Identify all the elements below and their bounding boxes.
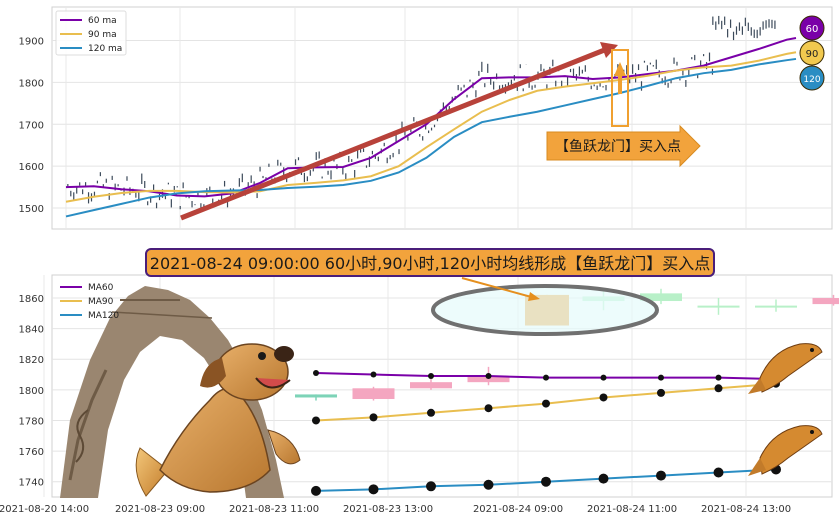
- title-banner: 2021-08-24 09:00:00 60小时,90小时,120小时均线形成【…: [146, 249, 714, 276]
- legend-ma60: MA60: [88, 283, 114, 293]
- top-legend: 60 ma 90 ma 120 ma: [56, 11, 126, 55]
- badge-90: 90: [806, 49, 819, 60]
- bottom-series-point: [657, 389, 665, 397]
- top-chart: 1500 1600 1700 1800 1900 【鱼跃龙门】买入点 60 90 120: [19, 7, 832, 229]
- bottom-series-point: [543, 375, 549, 381]
- bottom-ytick-label: 1780: [19, 416, 44, 427]
- bottom-series-point: [427, 409, 435, 417]
- bottom-ytick-label: 1800: [19, 386, 44, 397]
- bottom-series-point: [542, 400, 550, 408]
- bottom-xtick-label: 2021-08-20 14:00: [0, 504, 89, 515]
- top-ytick-label: 1900: [19, 37, 44, 48]
- bottom-candle: [813, 298, 839, 304]
- top-ytick-label: 1800: [19, 78, 44, 89]
- highlight-ellipse: [433, 286, 657, 334]
- bottom-series-point: [656, 471, 666, 481]
- bottom-series-point: [715, 384, 723, 392]
- bottom-series-point: [311, 486, 321, 496]
- bottom-candle: [698, 306, 740, 308]
- legend-60ma: 60 ma: [88, 16, 117, 26]
- bottom-ytick-label: 1740: [19, 478, 44, 489]
- bottom-series-point: [426, 481, 436, 491]
- signal-label-text: 【鱼跃龙门】买入点: [555, 138, 681, 155]
- bottom-candle: [410, 382, 452, 388]
- bottom-xtick-label: 2021-08-24 09:00: [473, 504, 563, 515]
- bottom-candle: [295, 394, 337, 397]
- bottom-series-point: [714, 468, 724, 478]
- bottom-xtick-label: 2021-08-23 11:00: [229, 504, 319, 515]
- bottom-xtick-label: 2021-08-23 09:00: [115, 504, 205, 515]
- bottom-series-point: [601, 375, 607, 381]
- badge-60: 60: [806, 24, 819, 35]
- top-ytick-label: 1500: [19, 204, 44, 215]
- bottom-series-point: [716, 375, 722, 381]
- legend-120ma: 120 ma: [88, 44, 122, 54]
- bottom-ytick-label: 1760: [19, 447, 44, 458]
- legend-ma90: MA90: [88, 297, 114, 307]
- bottom-ytick-label: 1840: [19, 325, 44, 336]
- bottom-series-point: [369, 484, 379, 494]
- badge-120: 120: [803, 75, 820, 85]
- bottom-xtick-label: 2021-08-24 13:00: [701, 504, 791, 515]
- bottom-series-point: [312, 416, 320, 424]
- chart-title: 2021-08-24 09:00:00 60小时,90小时,120小时均线形成【…: [150, 254, 710, 273]
- legend-90ma: 90 ma: [88, 30, 117, 40]
- bottom-xtick-label: 2021-08-23 13:00: [343, 504, 433, 515]
- top-ytick-label: 1700: [19, 120, 44, 131]
- bottom-series-point: [371, 372, 377, 378]
- bottom-xtick-label: 2021-08-24 11:00: [587, 504, 677, 515]
- signal-label: 【鱼跃龙门】买入点: [547, 126, 700, 166]
- bottom-series-point: [658, 375, 664, 381]
- bottom-series-point: [484, 480, 494, 490]
- ma-badges: 60 90 120: [800, 16, 824, 90]
- bottom-series-point: [428, 373, 434, 379]
- bottom-series-point: [486, 373, 492, 379]
- bottom-candle: [755, 306, 797, 308]
- top-ytick-label: 1600: [19, 162, 44, 173]
- bottom-series-point: [599, 474, 609, 484]
- bottom-chart: 1740 1760 1780 1800 1820 1840 1860 2021-08-20 …: [0, 275, 839, 515]
- bottom-candle: [353, 388, 395, 399]
- bottom-series-point: [370, 413, 378, 421]
- bottom-series-point: [541, 477, 551, 487]
- bottom-series-point: [600, 393, 608, 401]
- legend-ma120: MA120: [88, 311, 119, 321]
- bottom-series-point: [485, 404, 493, 412]
- bottom-series-point: [313, 370, 319, 376]
- bottom-ytick-label: 1860: [19, 294, 44, 305]
- bottom-ytick-label: 1820: [19, 355, 44, 366]
